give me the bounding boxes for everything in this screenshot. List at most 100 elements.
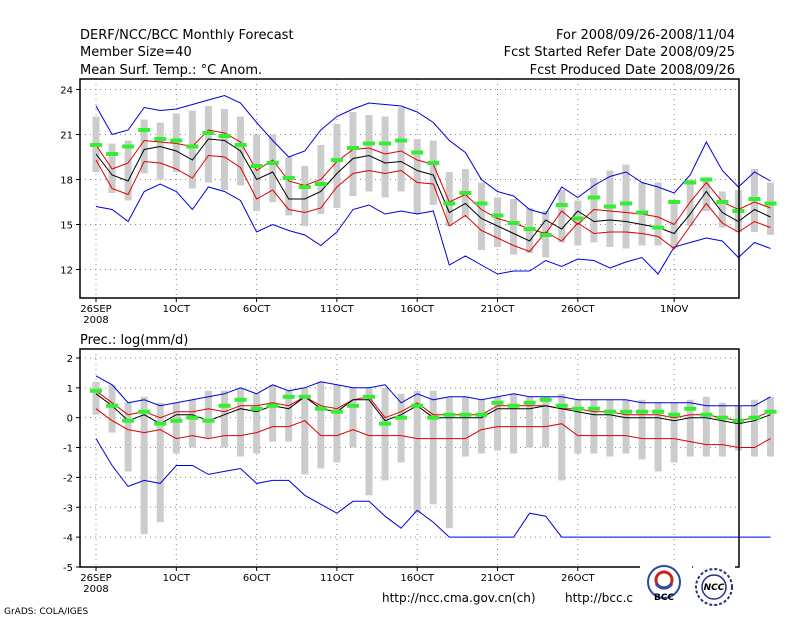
temp-ytick-label: 18 xyxy=(60,176,73,187)
precip-mean-mark-5 xyxy=(170,418,183,423)
chart-title: DERF/NCC/BCC Monthly Forecast xyxy=(80,28,294,43)
temp-spread-bar-31 xyxy=(590,178,598,243)
temp-spread-bar-32 xyxy=(606,170,614,247)
temp-spread-bar-10 xyxy=(253,134,261,211)
temp-ytick-label: 24 xyxy=(60,86,73,97)
temp-lower-outer-line xyxy=(95,183,771,275)
temp-mean-mark-42 xyxy=(764,201,777,206)
temp-xtick-label: 21OCT xyxy=(481,304,516,315)
precip-spread-bar-36 xyxy=(670,402,678,463)
precip-mean-mark-15 xyxy=(330,409,343,414)
precip-xtick-label: 16OCT xyxy=(400,573,435,584)
precip-xtick-label: 11OCT xyxy=(320,573,355,584)
precip-ytick-label: -1 xyxy=(63,444,73,455)
temp-ytick-label: 12 xyxy=(60,266,73,277)
precip-mean-mark-36 xyxy=(668,412,681,417)
temp-axes: 12 15 18 21 24 26SEP 1OCT 6OCT 11OCT 16OCT 21OCT 26… xyxy=(60,78,740,326)
precip-spread-bar-26 xyxy=(510,393,518,454)
temp-plot-frame xyxy=(79,78,740,299)
temp-mean-mark-27 xyxy=(523,227,536,231)
temp-spread-bar-2 xyxy=(124,140,132,201)
precip-xtick-label: 1OCT xyxy=(163,573,191,584)
precip-spread-bar-25 xyxy=(494,396,501,451)
precip-spread-bar-14 xyxy=(317,381,325,469)
precip-mean-mark-6 xyxy=(186,415,199,420)
temp-xtick-label: 26OCT xyxy=(561,304,596,315)
precip-upper-outer-line xyxy=(95,375,771,407)
precip-spread-bar-31 xyxy=(590,399,598,454)
precip-mean-mark-12 xyxy=(282,394,295,399)
temp-spread-bar-15 xyxy=(333,124,341,208)
temp-spread-bar-17 xyxy=(365,115,373,192)
temp-ytick-label: 15 xyxy=(60,221,73,232)
temp-mean-mark-1 xyxy=(106,152,119,156)
precip-ytick-label: 1 xyxy=(67,384,73,395)
temp-mean-mark-33 xyxy=(619,201,632,206)
precip-mean-mark-16 xyxy=(346,403,359,408)
temp-mean-mark-41 xyxy=(748,197,761,201)
precip-spread-bar-11 xyxy=(269,384,277,442)
precip-spread-bar-21 xyxy=(429,390,437,505)
temp-xtick-label: 1NOV xyxy=(660,304,689,315)
temp-mean-mark-26 xyxy=(507,221,520,225)
precip-mean-mark-34 xyxy=(636,409,649,414)
precip-mean-mark-28 xyxy=(539,397,552,402)
temp-mean-mark-8 xyxy=(218,134,231,138)
produced-date: Fcst Produced Date 2008/09/26 xyxy=(530,63,735,78)
temp-spread-bar-42 xyxy=(767,182,775,235)
temp-mean-mark-3 xyxy=(138,128,151,132)
precip-mean-mark-1 xyxy=(106,403,119,408)
ncc-logo: NCC xyxy=(693,564,735,610)
precip-spread-bar-20 xyxy=(413,390,421,514)
temp-year-label: 2008 xyxy=(83,315,108,326)
precip-spread-bar-8 xyxy=(220,390,228,448)
precip-title: Prec.: log(mm/d) xyxy=(80,333,188,348)
temp-spread-bar-19 xyxy=(397,107,405,192)
precip-spread-bar-34 xyxy=(638,399,646,460)
temp-spread-bar-39 xyxy=(718,191,726,228)
temp-ytick-label: 21 xyxy=(60,131,73,142)
temp-mean-mark-21 xyxy=(427,161,440,165)
temp-mean-marks xyxy=(90,128,777,237)
temp-mean-mark-35 xyxy=(652,225,665,230)
grads-credit: GrADS: COLA/IGES xyxy=(4,607,88,617)
temp-spread-bar-12 xyxy=(285,157,293,216)
temp-mean-mark-23 xyxy=(459,191,472,195)
precip-mean-mark-8 xyxy=(218,403,231,408)
temp-mean-mark-0 xyxy=(90,143,102,147)
precip-spread-bar-9 xyxy=(237,387,245,457)
precip-ytick-label: 0 xyxy=(67,414,73,425)
precip-mean-mark-21 xyxy=(427,415,440,420)
temp-upper-outer-line xyxy=(95,94,771,215)
precip-mean-mark-17 xyxy=(363,394,376,399)
temp-mean-mark-34 xyxy=(636,210,649,215)
precip-spread-bar-0 xyxy=(92,381,100,415)
precip-spread-bar-42 xyxy=(767,396,775,457)
precip-mean-mark-29 xyxy=(555,403,568,408)
variable-label: Mean Surf. Temp.: °C Anom. xyxy=(80,63,262,78)
precip-spread-bar-38 xyxy=(702,396,710,457)
precip-spread-bar-33 xyxy=(622,399,630,454)
precip-spread-bar-5 xyxy=(172,402,180,454)
temp-spread-bar-16 xyxy=(349,112,357,196)
temp-spread-bar-33 xyxy=(622,164,630,249)
temp-mean-mark-10 xyxy=(250,164,263,168)
temp-mean-mark-31 xyxy=(587,195,600,200)
precip-xtick-label: 6OCT xyxy=(243,573,271,584)
precip-plot-frame xyxy=(79,348,740,568)
temp-mean-mark-38 xyxy=(700,177,713,182)
temp-xtick-label: 11OCT xyxy=(320,304,355,315)
precip-mean-mark-3 xyxy=(138,409,151,414)
precip-mean-mark-24 xyxy=(475,412,488,417)
precip-spread-bar-28 xyxy=(542,396,550,448)
precip-spread-bar-19 xyxy=(397,393,405,463)
precip-spread-bar-39 xyxy=(718,402,726,457)
temp-spread-bar-5 xyxy=(172,113,180,172)
temp-xtick-label: 26SEP xyxy=(80,304,111,315)
precip-spread-bar-1 xyxy=(108,384,116,433)
start-date: Fcst Started Refer Date 2008/09/25 xyxy=(504,45,735,60)
precip-mean-mark-25 xyxy=(491,400,504,405)
precip-mean-mark-20 xyxy=(411,403,424,408)
temp-mean-mark-28 xyxy=(539,233,552,237)
precip-spread-bars xyxy=(92,381,775,535)
